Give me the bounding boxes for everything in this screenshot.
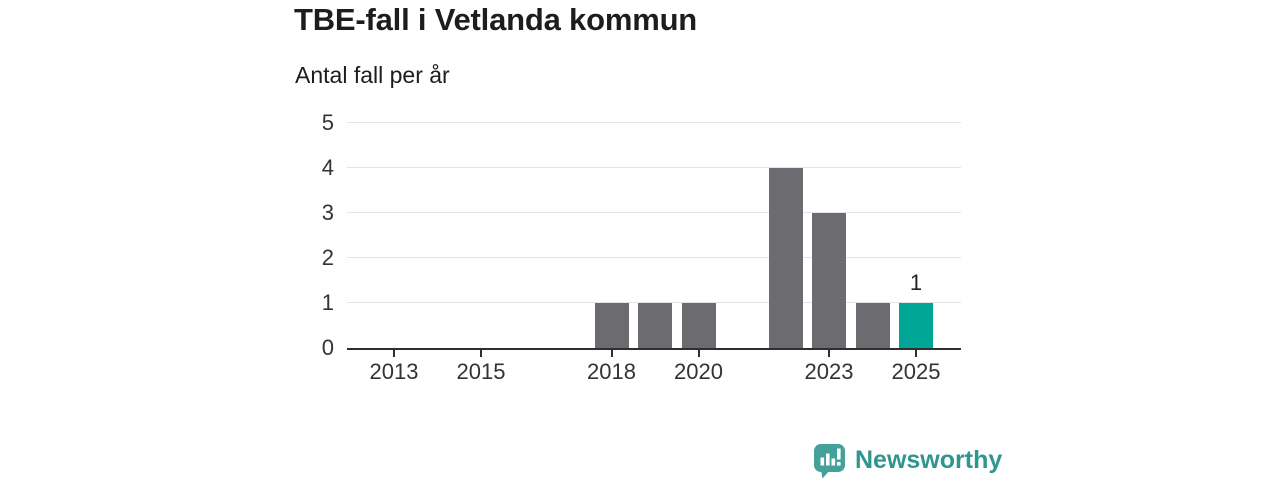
x-axis-label: 2023	[804, 358, 854, 384]
y-axis-label: 2	[321, 244, 334, 270]
chart-title: TBE-fall i Vetlanda kommun	[294, 2, 698, 37]
gridline	[347, 121, 961, 124]
x-axis-line	[347, 347, 961, 350]
bar-highlighted	[899, 302, 933, 348]
bar	[594, 302, 629, 348]
x-axis-tick	[915, 350, 917, 357]
x-axis-tick	[480, 350, 482, 357]
gridline	[347, 256, 961, 259]
gridline	[347, 211, 961, 214]
gridline	[347, 166, 961, 169]
y-axis-label: 3	[321, 199, 334, 225]
newsworthy-icon	[813, 442, 847, 480]
x-axis-tick	[828, 350, 830, 357]
bar	[681, 302, 716, 348]
y-axis-label: 1	[321, 289, 334, 315]
chart-subtitle: Antal fall per år	[295, 62, 450, 88]
bar	[768, 167, 803, 348]
newsworthy-wordmark: Newsworthy	[855, 445, 1003, 474]
bar-value-label: 1	[909, 269, 923, 295]
x-axis-tick	[697, 350, 700, 357]
x-axis-label: 2015	[456, 358, 506, 384]
bar	[812, 212, 846, 348]
newsworthy-logo: Newsworthy	[813, 442, 1002, 480]
x-axis-label: 2013	[369, 358, 419, 384]
x-axis-label: 2025	[891, 358, 941, 384]
y-axis-label: 5	[321, 109, 334, 135]
bar	[638, 302, 672, 348]
x-axis-label: 2018	[587, 358, 636, 384]
bar	[855, 302, 890, 348]
x-axis-tick	[393, 350, 395, 357]
x-axis-tick	[610, 350, 613, 357]
y-axis-label: 4	[321, 154, 334, 180]
x-axis-label: 2020	[674, 358, 723, 384]
y-axis-label: 0	[321, 334, 334, 360]
